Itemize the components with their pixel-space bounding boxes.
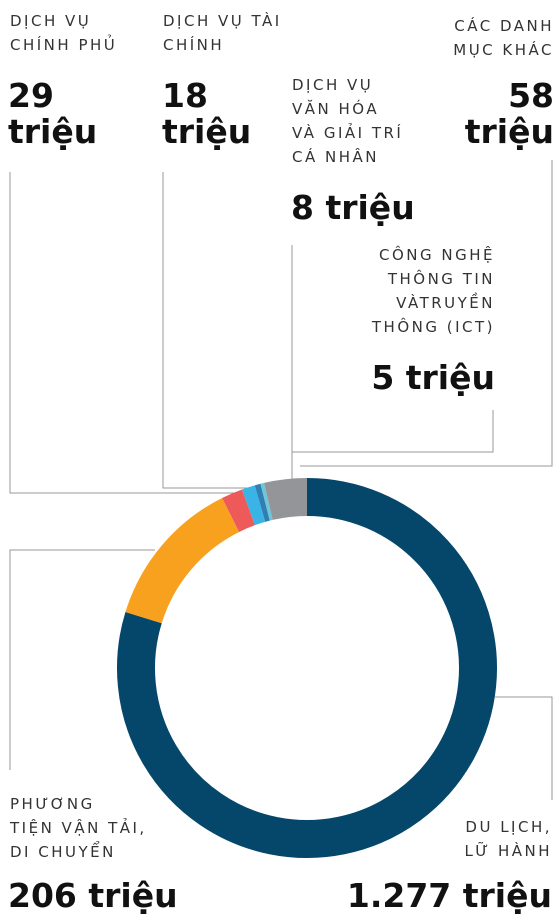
category-label: DỊCH VỤ TÀI CHÍNH xyxy=(163,12,282,54)
leader-line xyxy=(292,410,494,453)
value-label: 8 triệu xyxy=(291,188,415,227)
leader-line xyxy=(300,160,553,467)
leader-line xyxy=(162,172,256,489)
donut-segment xyxy=(254,483,270,522)
leader-line xyxy=(9,172,240,494)
category-label: DỊCH VỤ CHÍNH PHỦ xyxy=(10,12,118,54)
value-label: 29 triệu xyxy=(8,76,98,151)
leader-line xyxy=(9,549,155,770)
value-label: 1.277 triệu xyxy=(346,876,552,915)
category-label: DỊCH VỤ VĂN HÓA VÀ GIẢI TRÍ CÁ NHÂN xyxy=(292,76,404,166)
donut-segment xyxy=(222,489,256,533)
value-label: 206 triệu xyxy=(8,876,178,915)
donut-segment xyxy=(260,482,273,521)
category-label: DU LỊCH, LỮ HÀNH xyxy=(464,818,552,860)
category-label: CÔNG NGHỆ THÔNG TIN VÀTRUYỀN THÔNG (ICT) xyxy=(371,246,495,336)
category-label: CÁC DANH MỤC KHÁC xyxy=(453,17,554,59)
donut-segment xyxy=(117,478,497,858)
donut-segment xyxy=(241,485,266,526)
value-label: 18 triệu xyxy=(162,76,252,151)
value-label: 5 triệu xyxy=(371,358,495,397)
donut-segment xyxy=(264,478,308,521)
category-label: PHƯƠNG TIỆN VẬN TẢI, DI CHUYỂN xyxy=(10,795,147,861)
leader-line xyxy=(495,696,553,800)
donut-segment xyxy=(125,498,240,624)
value-label: 58 triệu xyxy=(464,76,554,151)
